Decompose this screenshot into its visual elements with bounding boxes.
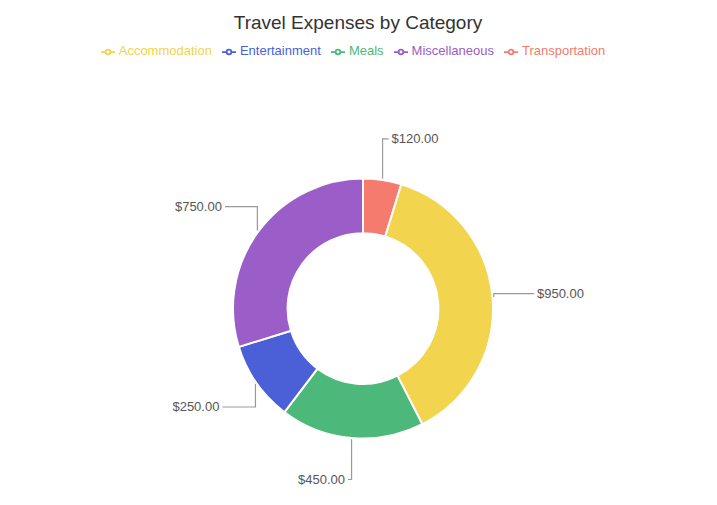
svg-text:$950.00: $950.00	[537, 286, 584, 301]
html-text:Transportation: Transportation	[521, 43, 606, 58]
svg-text:$450.00: $450.00	[298, 472, 345, 487]
svg-text:$250.00: $250.00	[172, 399, 219, 414]
html-text:Accommodation: Accommodation	[118, 43, 212, 58]
html-text:Miscellaneous: Miscellaneous	[411, 43, 494, 58]
html-text:Meals: Meals	[348, 43, 384, 58]
html-text:Travel Expenses by Category: Travel Expenses by Category	[233, 12, 483, 33]
svg-text:$750.00: $750.00	[175, 199, 222, 214]
svg-text:$120.00: $120.00	[392, 131, 439, 146]
html-text:Entertainment: Entertainment	[239, 43, 321, 58]
